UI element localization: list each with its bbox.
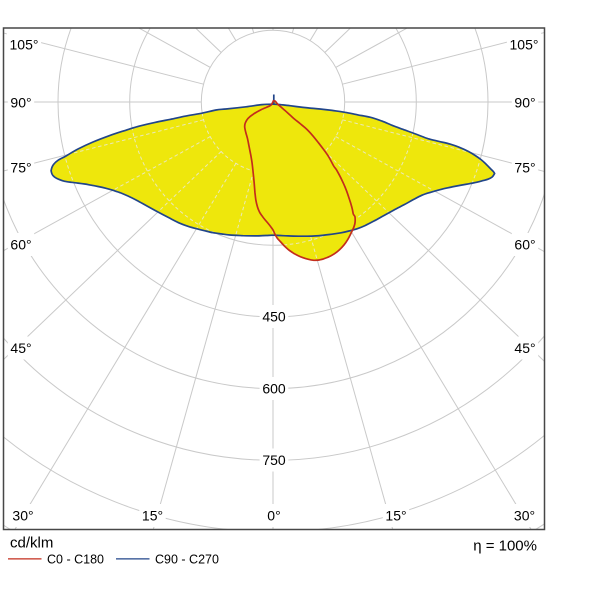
svg-text:C90 - C270: C90 - C270 [155,553,219,567]
svg-text:450: 450 [262,309,286,325]
svg-text:105°: 105° [510,37,539,53]
svg-text:90°: 90° [514,95,535,111]
svg-text:C0 - C180: C0 - C180 [47,553,104,567]
svg-text:750: 750 [262,452,286,468]
svg-text:0°: 0° [267,508,280,524]
svg-text:15°: 15° [385,508,406,524]
svg-text:75°: 75° [514,160,535,176]
svg-text:30°: 30° [12,508,33,524]
svg-text:60°: 60° [514,237,535,253]
svg-text:15°: 15° [142,508,163,524]
svg-text:cd/klm: cd/klm [10,535,53,552]
svg-text:600: 600 [262,381,286,397]
svg-text:105°: 105° [10,37,39,53]
svg-text:75°: 75° [10,160,31,176]
svg-text:60°: 60° [10,237,31,253]
svg-text:90°: 90° [10,95,31,111]
svg-text:45°: 45° [514,340,535,356]
svg-text:30°: 30° [514,508,535,524]
svg-text:45°: 45° [10,340,31,356]
svg-text:η = 100%: η = 100% [473,538,537,555]
